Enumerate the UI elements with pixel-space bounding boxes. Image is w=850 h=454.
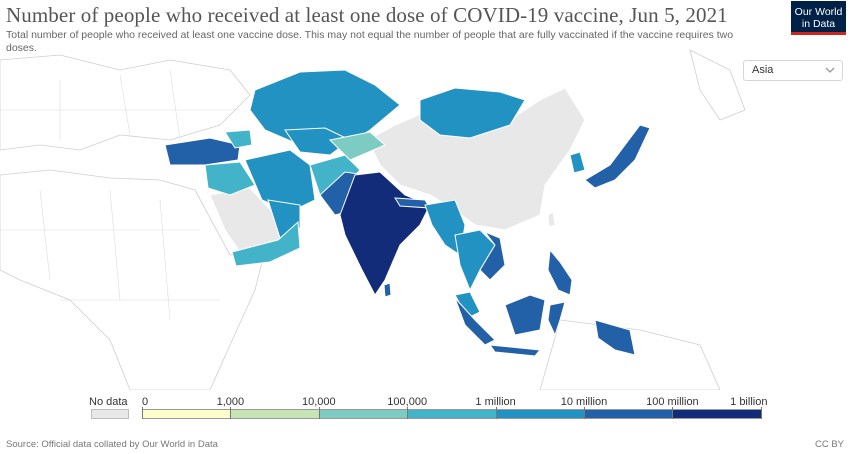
china-no-data[interactable]: [367, 87, 586, 231]
kyrgyz-tajik-region: [328, 131, 386, 161]
legend-no-data-swatch[interactable]: [91, 409, 129, 419]
legend-tick-line: [318, 407, 320, 419]
legend-tick-label: 100 million: [646, 396, 699, 408]
region-select[interactable]: Asia: [743, 60, 843, 81]
chart-title: Number of people who received at least o…: [6, 3, 728, 27]
nepal-bhutan-region: [394, 197, 431, 209]
levant-iraq-region: [204, 161, 256, 196]
region-select-value: Asia: [752, 64, 774, 76]
iran-region: [244, 149, 316, 213]
turkey-region: [164, 137, 241, 166]
taiwan-no-data[interactable]: [547, 211, 556, 228]
australia-outline: [539, 319, 721, 390]
source-note[interactable]: Source: Official data collated by Our Wo…: [6, 439, 218, 450]
mongolia-region: [419, 87, 526, 139]
korea-region: [569, 151, 586, 174]
vietnam-region: [479, 230, 506, 281]
sulawesi-region: [547, 301, 566, 337]
legend-tick-label: 1 billion: [730, 396, 768, 408]
philippines-region: [547, 248, 573, 296]
legend-bin-4[interactable]: [495, 409, 584, 419]
legend-tick-label: 1,000: [216, 396, 245, 408]
asia-choropleth-map: [0, 49, 746, 390]
legend-tick-label: 1 million: [475, 396, 516, 408]
legend-no-data-label: No data: [89, 396, 128, 408]
legend-tick-line: [495, 407, 497, 419]
legend-tick-label: 10,000: [301, 396, 336, 408]
borneo-region: [504, 294, 546, 336]
chart-subtitle: Total number of people who received at l…: [6, 29, 734, 54]
chevron-down-icon: [825, 67, 835, 73]
license-link[interactable]: CC BY: [814, 439, 844, 450]
legend-tick-line: [230, 407, 232, 419]
africa-outline: [0, 169, 266, 390]
legend-tick-line: [584, 407, 585, 419]
new-guinea-region: [594, 319, 636, 356]
oman-yemen-region: [231, 220, 301, 267]
logo-line-2: in Data: [801, 18, 836, 30]
legend-bin-0[interactable]: [142, 409, 231, 419]
legend-tick-line: [142, 407, 143, 419]
legend-tick-line: [407, 407, 409, 419]
legend-bin-1[interactable]: [230, 409, 319, 419]
legend: No data 0 1,000 10,000 100,000 1 million 10 m…: [0, 395, 850, 425]
legend-bin-5[interactable]: [584, 409, 673, 419]
legend-bin-2[interactable]: [318, 409, 408, 419]
sumatra-region: [454, 297, 496, 346]
europe-outline: [0, 54, 251, 151]
legend-bin-3[interactable]: [407, 409, 496, 419]
owid-logo[interactable]: Our World in Data: [791, 1, 846, 35]
japan-region: [584, 124, 651, 189]
legend-tick-line: [672, 407, 674, 419]
caucasus-region: [224, 129, 253, 149]
legend-tick-label: 100,000: [387, 396, 428, 408]
java-region: [488, 344, 541, 357]
legend-tick-label: 0: [141, 396, 149, 408]
sri-lanka-region: [383, 282, 392, 298]
pacific-islands-outline: [689, 49, 746, 121]
legend-bin-6[interactable]: [672, 409, 761, 419]
logo-line-1: Our World: [794, 6, 843, 18]
legend-tick-line: [760, 407, 762, 419]
legend-tick-label: 10 million: [560, 396, 608, 408]
